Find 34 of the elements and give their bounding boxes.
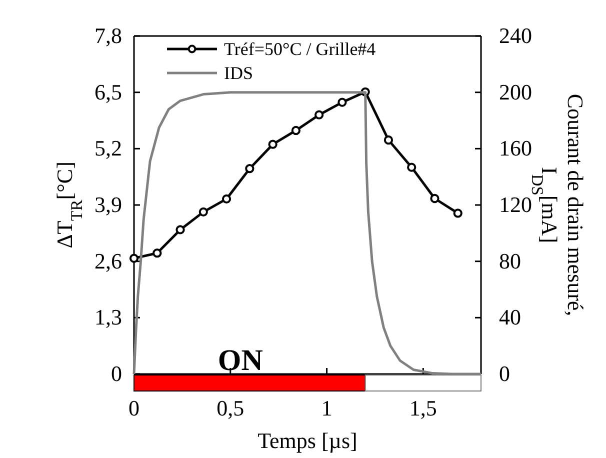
point <box>314 110 324 120</box>
y2-tick-label: 80 <box>499 248 521 274</box>
y-tick-label: 0 <box>111 361 122 386</box>
x-axis-title: Temps [µs] <box>258 428 358 453</box>
point <box>407 162 416 172</box>
y2-tick-label: 200 <box>499 79 532 104</box>
y-tick-label: 2,6 <box>94 248 122 274</box>
y2-tick-label: 40 <box>499 304 521 330</box>
point <box>152 248 162 258</box>
point <box>245 164 254 174</box>
y-tick-label: 5,2 <box>94 136 122 161</box>
point <box>430 194 440 204</box>
x-tick-label: 1,5 <box>409 396 437 421</box>
point <box>198 207 208 216</box>
point <box>291 126 300 136</box>
legend-label: IDS <box>224 63 254 83</box>
point <box>338 98 347 107</box>
y-tick-label: 1,3 <box>94 304 122 330</box>
x-tick-label: 1 <box>321 396 332 421</box>
point <box>268 140 278 149</box>
legend-label: Tréf=50°C / Grille#4 <box>224 39 376 59</box>
y-tick-label: 6,5 <box>94 79 122 104</box>
y-tick-label: 3,9 <box>94 192 122 218</box>
y2-tick-label: 0 <box>499 361 510 386</box>
x-tick-label: 0 <box>128 396 140 421</box>
y2-tick-label: 160 <box>499 136 532 161</box>
x-tick-label: 0,5 <box>216 396 244 421</box>
point <box>384 135 394 145</box>
y2-tick-label: 240 <box>499 23 532 48</box>
point <box>222 194 232 204</box>
annotation: ON <box>218 344 264 377</box>
point <box>176 225 185 234</box>
y-tick-label: 7,8 <box>94 23 122 48</box>
point <box>453 208 462 218</box>
